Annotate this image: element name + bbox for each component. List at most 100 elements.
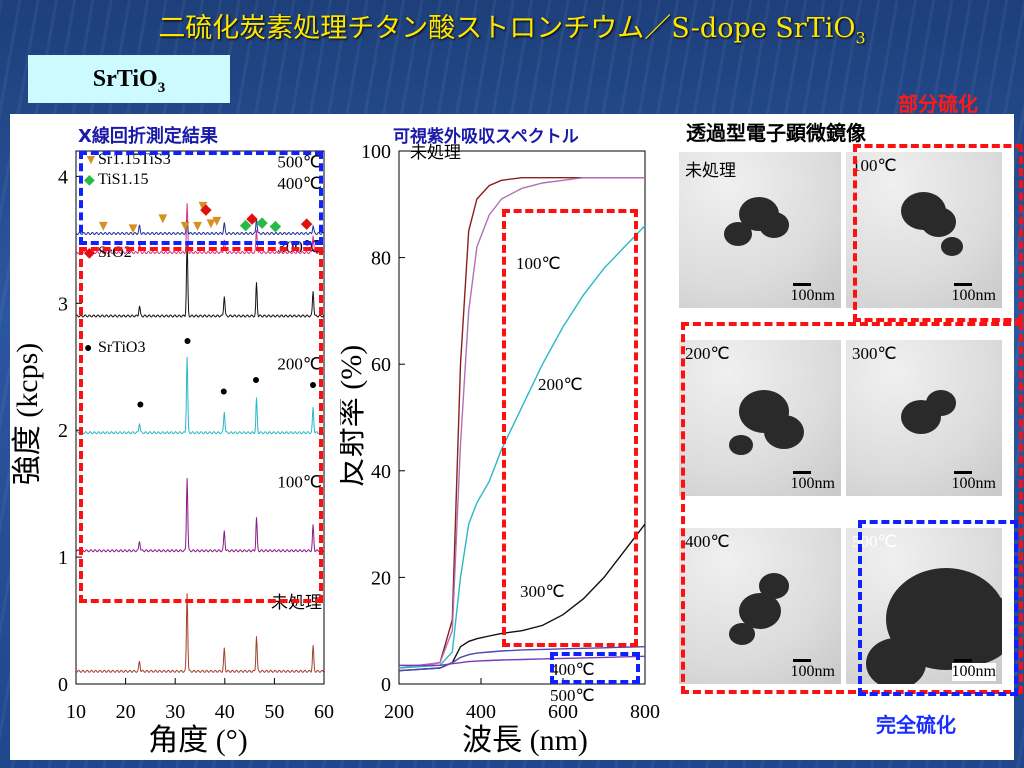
tem-label: 未処理 <box>685 161 736 180</box>
particle-cluster <box>724 222 752 246</box>
xrd-legend-symbol: ◆ <box>84 173 95 188</box>
xrd-marker: ◆ <box>200 202 212 218</box>
xrd-marker: ▼ <box>203 216 218 232</box>
xrd-series-label: 500℃ <box>277 152 322 171</box>
xrd-xtick-label: 30 <box>165 701 185 723</box>
xrd-ytick-label: 2 <box>58 420 68 442</box>
refl-annotation: 200℃ <box>538 375 583 394</box>
tem-label: 200℃ <box>685 344 730 363</box>
xrd-legend-symbol: ▼ <box>84 153 98 168</box>
scale-bar <box>793 659 811 662</box>
xrd-marker: ▼ <box>196 198 211 214</box>
xrd-marker: ◆ <box>301 216 313 232</box>
xrd-xtick-label: 50 <box>264 701 284 723</box>
xrd-series-line <box>75 241 324 318</box>
scale-bar <box>793 283 811 286</box>
xrd-ytick-label: 1 <box>58 547 68 569</box>
xrd-ytick-label: 3 <box>58 293 68 315</box>
refl-xtick-label: 800 <box>630 701 660 723</box>
particle-cluster <box>941 237 963 256</box>
refl-annotation: 100℃ <box>516 254 561 273</box>
xrd-marker: ▼ <box>155 211 170 227</box>
tem-image: 300℃ 100nm <box>846 340 1002 496</box>
refl-series-line <box>398 225 646 669</box>
tem-image: 100℃ 100nm <box>846 152 1002 308</box>
xrd-legend-label: TiS1.15 <box>98 171 149 188</box>
scale-bar <box>954 471 972 474</box>
tem-scale-label: 100nm <box>790 287 835 304</box>
xrd-marker: ● <box>220 385 228 400</box>
tem-500-outline <box>858 520 1018 696</box>
xrd-panel-title: X線回折測定結果 <box>78 126 218 147</box>
xrd-legend-symbol: ◆ <box>84 246 95 261</box>
refl-annotation: 400℃ <box>550 660 595 679</box>
xrd-series-line <box>75 203 324 255</box>
tem-panel-title: 透過型電子顕微鏡像 <box>686 121 866 145</box>
particle-cluster <box>729 623 755 646</box>
xrd-xtick-label: 10 <box>66 701 86 723</box>
xrd-marker: ◆ <box>256 215 268 231</box>
refl-xtick-label: 600 <box>548 701 578 723</box>
partial-sulfurization-label: 部分硫化 <box>898 92 978 116</box>
xrd-ylabel: 強度 (kcps) <box>11 343 44 485</box>
refl-series-line <box>398 177 645 669</box>
refl-xtick-label: 200 <box>384 701 414 723</box>
tem-label: 500℃ <box>852 532 897 551</box>
tem-image: 400℃ 100nm <box>679 528 841 684</box>
particle-cluster <box>759 573 789 599</box>
scale-bar <box>793 471 811 474</box>
refl-series-line <box>398 523 646 672</box>
xrd-legend-label: SrTiO3 <box>98 339 145 356</box>
full-sulfurization-label: 完全硫化 <box>876 713 956 737</box>
refl-ylabel: 反射率 (%) <box>340 345 368 487</box>
content-panel: X線回折測定結果 可視紫外吸収スペクトル 透過型電子顕微鏡像 10 20 30 40 5… <box>10 114 1023 760</box>
particle-cluster <box>764 415 804 449</box>
particle-cluster <box>739 593 781 629</box>
xrd-series-label: 100℃ <box>277 472 322 491</box>
refl-annotation: 未処理 <box>410 143 461 162</box>
tem-100-outline <box>853 144 1023 322</box>
xrd-marker: ▼ <box>178 219 193 235</box>
refl-ytick-label: 80 <box>371 248 391 270</box>
particle-cluster <box>921 207 956 237</box>
xrd-series-line <box>75 478 324 553</box>
scale-bar <box>954 659 972 662</box>
refl-frame <box>398 150 646 685</box>
reflectance-panel-title: 可視紫外吸収スペクトル <box>393 127 579 147</box>
refl-series-line <box>399 655 646 666</box>
refl-ytick-label: 100 <box>361 141 391 163</box>
tem-label: 100℃ <box>852 156 897 175</box>
refl-xlabel: 波長 (nm) <box>462 724 588 757</box>
xrd-marker: ● <box>252 373 260 388</box>
refl-500-outline <box>550 652 640 684</box>
refl-annotation: 300℃ <box>520 582 565 601</box>
tem-label: 400℃ <box>685 532 730 551</box>
xrd-series-label: 200℃ <box>277 354 322 373</box>
refl-ytick-label: 20 <box>371 567 391 589</box>
xrd-series-line <box>75 219 324 236</box>
refl-series-line <box>398 646 646 672</box>
tem-image: 500℃ 100nm <box>846 528 1002 684</box>
xrd-marker: ▼ <box>209 214 224 230</box>
refl-ytick-label: 40 <box>371 461 391 483</box>
tem-image: 200℃ 100nm <box>679 340 841 496</box>
xrd-marker: ▼ <box>190 219 205 235</box>
xrd-marker: ◆ <box>270 219 282 235</box>
xrd-legend-symbol: ● <box>84 341 92 356</box>
xrd-series-label: 400℃ <box>277 174 322 193</box>
particle-cluster <box>926 390 956 416</box>
xrd-marker: ● <box>136 397 144 412</box>
particle-cluster <box>866 638 926 684</box>
reflectance-chart: 200 400 600 800 0 20 40 60 80 100 未処理 100℃ 200℃ 300℃ 4… <box>340 141 660 757</box>
xrd-xlabel: 角度 (°) <box>148 724 247 757</box>
slide-title: 二硫化炭素処理チタン酸ストロンチウム／S-dope SrTiO3 <box>158 13 866 48</box>
tem-scale-label: 100nm <box>790 663 835 680</box>
tem-scale-label: 100nm <box>951 663 996 681</box>
tem-image: 未処理 100nm <box>679 152 841 308</box>
xrd-500-outline <box>79 151 323 245</box>
xrd-xtick-label: 20 <box>116 701 136 723</box>
xrd-ytick-label: 4 <box>58 166 68 188</box>
xrd-marker: ▼ <box>126 221 141 237</box>
refl-annotation: 500℃ <box>550 686 595 705</box>
xrd-xtick-label: 40 <box>215 701 235 723</box>
